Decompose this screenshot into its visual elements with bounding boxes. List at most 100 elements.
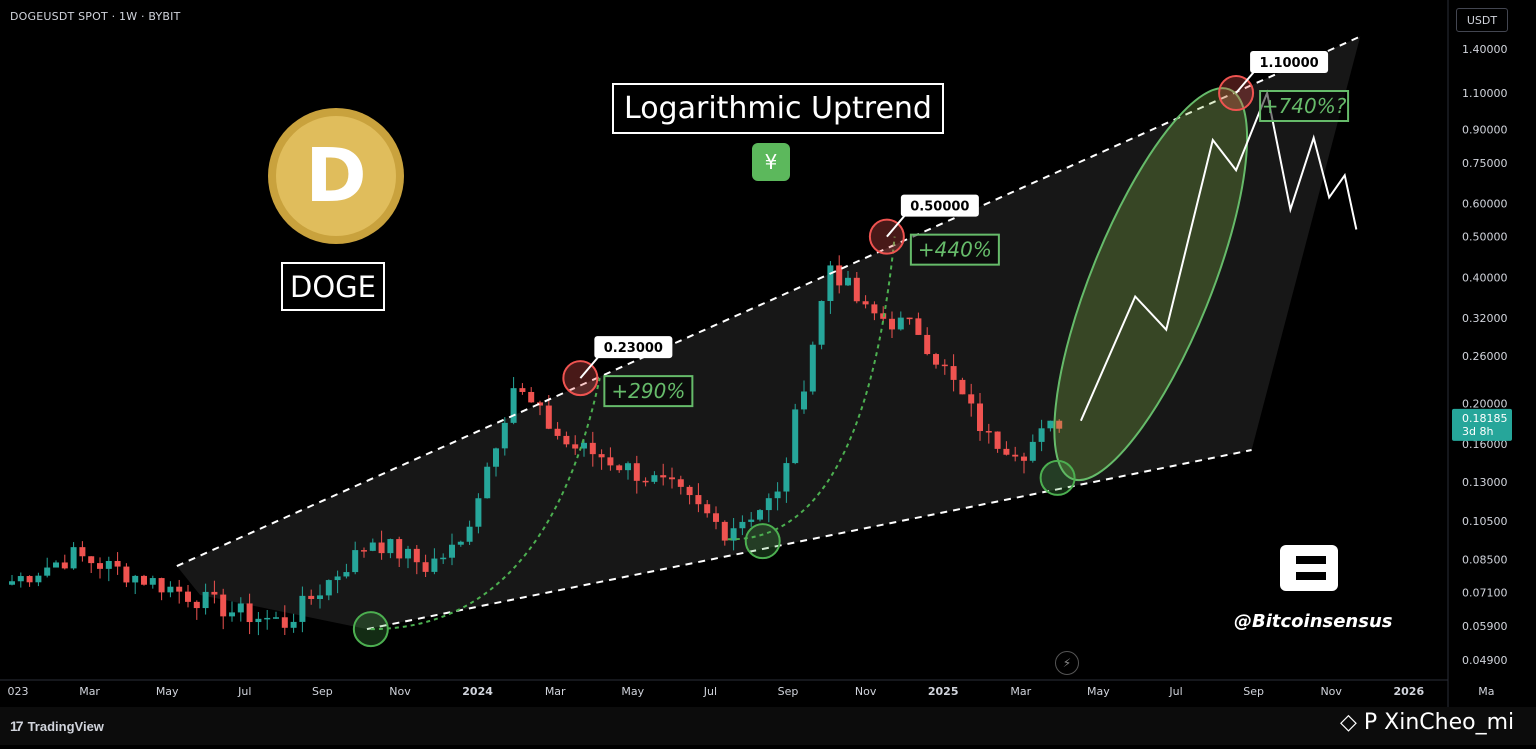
candle-body (220, 594, 227, 617)
candle-body (977, 403, 983, 432)
candle-body (1047, 420, 1054, 429)
candle-body (836, 265, 843, 286)
candle-body (853, 277, 860, 302)
y-tick-label: 0.20000 (1462, 398, 1508, 411)
candle-body (713, 513, 719, 522)
gain-label-box (1259, 90, 1350, 122)
candle-body (686, 486, 693, 496)
candle-body (176, 586, 183, 592)
x-tick-label: 023 (8, 685, 29, 698)
x-tick-label: Nov (389, 685, 411, 698)
projection-ellipse (1053, 87, 1249, 482)
candle-body (757, 510, 763, 520)
candle-body (660, 475, 667, 478)
candle-body (334, 576, 341, 581)
gain-label: +740%? (1262, 94, 1347, 118)
doge-logo-icon: D (268, 108, 404, 244)
coin-label: DOGE (281, 262, 385, 311)
candle-body (704, 504, 711, 514)
watermark-diamond-icon: ◇ (1340, 710, 1357, 735)
candle-body (845, 277, 851, 286)
y-tick-label: 0.16000 (1462, 438, 1508, 451)
candle-body (501, 422, 508, 449)
candle-body (889, 318, 895, 330)
footer-bar (0, 707, 1536, 745)
x-tick-label: May (1087, 685, 1110, 698)
candle-body (625, 463, 631, 471)
x-tick-label: May (156, 685, 179, 698)
candle-body (906, 317, 913, 320)
candle-body (361, 550, 367, 552)
candle-body (281, 617, 288, 628)
flash-icon[interactable]: ⚡ (1055, 651, 1079, 675)
y-tick-label: 0.50000 (1462, 231, 1508, 244)
candle-body (545, 405, 552, 429)
tradingview-logo[interactable]: 17 TradingView (10, 718, 104, 734)
tradingview-icon: 17 (10, 718, 24, 734)
candle-body (193, 601, 200, 609)
candle-body (563, 435, 570, 445)
upper-trendline (176, 35, 1361, 567)
x-tick-label: Nov (855, 685, 877, 698)
symbol-header[interactable]: DOGEUSDT SPOT · 1W · BYBIT (10, 10, 181, 23)
candle-body (616, 465, 623, 471)
candle-body (352, 550, 359, 573)
peak-label-box (1250, 51, 1329, 73)
candle-body (827, 265, 834, 302)
candle-body (721, 521, 728, 541)
peak-label-box (594, 336, 673, 359)
candle-body (457, 541, 464, 545)
candle-body (299, 595, 306, 622)
candle-body (431, 558, 438, 572)
gain-label: +440% (918, 238, 992, 262)
candle-body (484, 466, 491, 499)
candle-body (255, 618, 262, 623)
candle-body (730, 528, 737, 541)
candle-body (871, 304, 878, 314)
candle-body (985, 431, 992, 433)
candle-body (642, 480, 649, 483)
candle-body (933, 354, 939, 365)
candle-body (202, 591, 209, 609)
candle-body (994, 431, 1001, 449)
bitcoinsensus-logo-icon (1280, 545, 1338, 591)
candle-body (510, 388, 517, 423)
candle-body (651, 475, 658, 482)
x-tick-label: Nov (1320, 685, 1342, 698)
candle-body (783, 463, 790, 492)
x-tick-label: Mar (1010, 685, 1031, 698)
candle-body (809, 344, 816, 392)
y-tick-label: 0.32000 (1462, 312, 1508, 325)
channel-fill (176, 36, 1361, 630)
candle-body (378, 542, 385, 554)
x-tick-label: Jul (703, 685, 717, 698)
candle-body (792, 409, 799, 464)
y-tick-label: 0.40000 (1462, 271, 1508, 284)
x-tick-label: May (621, 685, 644, 698)
candle-body (607, 457, 614, 466)
candle-body (61, 562, 68, 569)
candle-body (950, 366, 957, 380)
gain-label: +290% (611, 379, 685, 403)
candle-body (273, 617, 279, 619)
candle-body (185, 591, 191, 602)
candle-body (924, 334, 931, 355)
x-tick-label: 2025 (928, 685, 959, 698)
gain-label-box (603, 375, 694, 408)
countdown-label: 3d 8h (1462, 425, 1493, 438)
y-tick-label: 0.26000 (1462, 350, 1508, 363)
y-tick-label: 0.75000 (1462, 157, 1508, 170)
candle-body (422, 562, 429, 572)
x-tick-label: Mar (79, 685, 100, 698)
y-tick-label: 0.10500 (1462, 515, 1508, 528)
candle-body (493, 448, 499, 467)
candle-body (581, 442, 587, 449)
candle-body (413, 548, 420, 563)
currency-button[interactable]: USDT (1456, 8, 1508, 32)
candle-body (149, 578, 156, 585)
candle-body (968, 394, 975, 404)
gain-label-box (909, 233, 1000, 266)
x-tick-label: Jul (1168, 685, 1182, 698)
